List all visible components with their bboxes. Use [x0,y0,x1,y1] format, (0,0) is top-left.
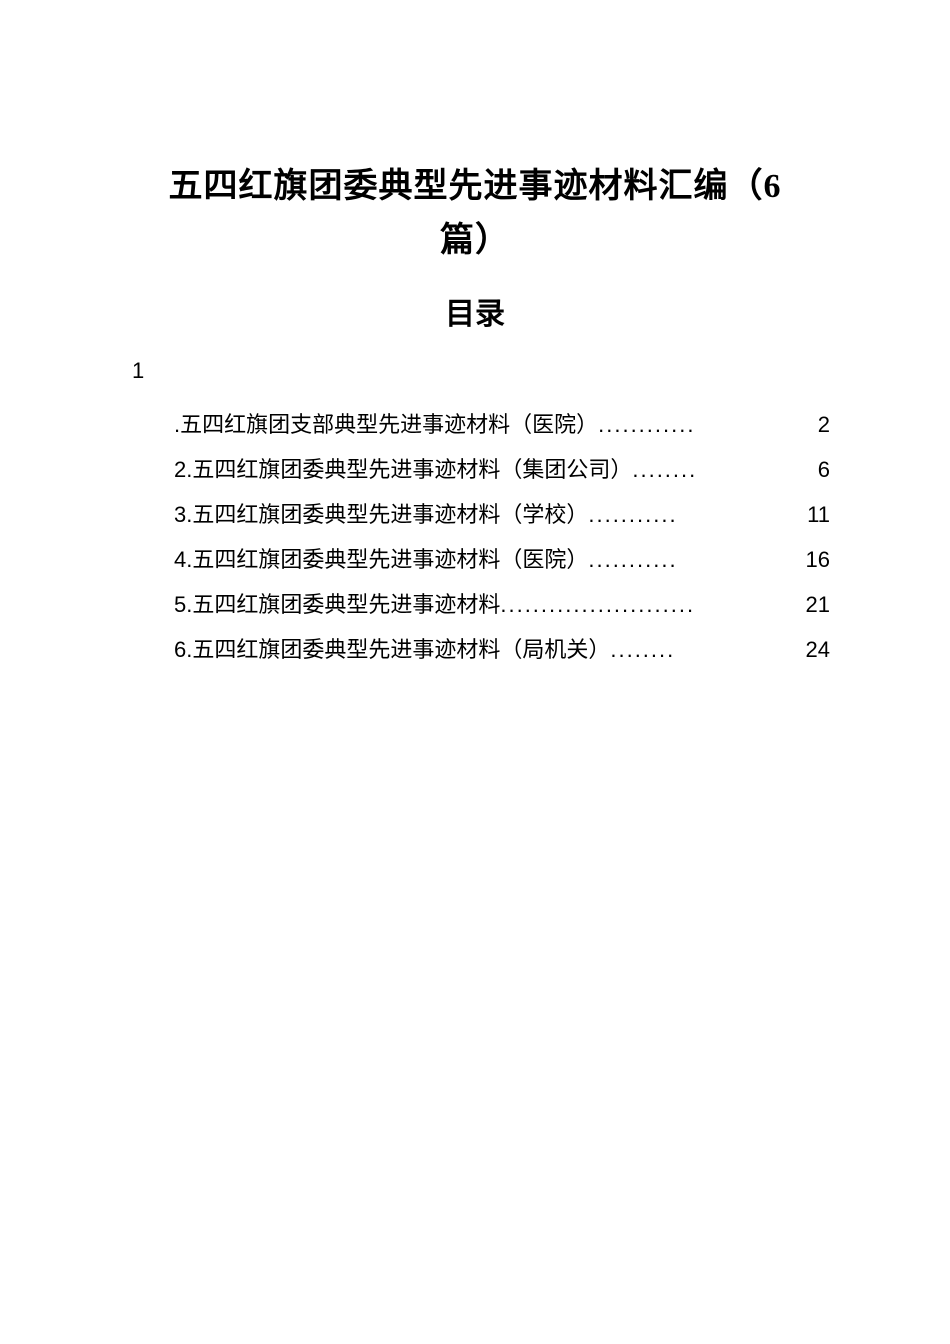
toc-item-page: 21 [806,582,830,627]
toc-item-dots: ........... [588,537,805,582]
toc-item-dots: ........... [588,492,807,537]
toc-item-dots: ........ [610,627,805,672]
toc-item-page: 16 [806,537,830,582]
toc-item-label: 2.五四红旗团委典型先进事迹材料（集团公司） [174,447,632,492]
toc-item-label: 3.五四红旗团委典型先进事迹材料（学校） [174,492,588,537]
toc-item-page: 24 [806,627,830,672]
toc-item: 2.五四红旗团委典型先进事迹材料（集团公司） ........ 6 [174,447,830,492]
toc-item-dots: ........................ [500,582,805,627]
toc-item: 3.五四红旗团委典型先进事迹材料（学校） ........... 11 [174,492,830,537]
toc-leading-number: 1 [132,358,830,384]
toc-item: 5.五四红旗团委典型先进事迹材料 .......................… [174,582,830,627]
toc-item-page: 6 [818,447,830,492]
title-line-2: 篇） [440,222,510,259]
toc-heading: 目录 [120,289,830,333]
toc-item-label: 6.五四红旗团委典型先进事迹材料（局机关） [174,627,610,672]
toc-list: .五四红旗团支部典型先进事迹材料（医院） ............ 2 2.五四… [132,402,830,673]
toc-item-page: 11 [807,492,830,537]
toc-item-label: 4.五四红旗团委典型先进事迹材料（医院） [174,537,588,582]
title-line-1: 五四红旗团委典型先进事迹材料汇编（6 [169,168,782,205]
toc-item: 4.五四红旗团委典型先进事迹材料（医院） ........... 16 [174,537,830,582]
toc-item-label: .五四红旗团支部典型先进事迹材料（医院） [174,402,598,447]
toc-wrapper: 1 .五四红旗团支部典型先进事迹材料（医院） ............ 2 2.… [120,358,830,673]
toc-item-page: 2 [818,402,830,447]
toc-item: 6.五四红旗团委典型先进事迹材料（局机关） ........ 24 [174,627,830,672]
toc-item: .五四红旗团支部典型先进事迹材料（医院） ............ 2 [174,402,830,447]
toc-item-dots: ............ [598,402,818,447]
document-title: 五四红旗团委典型先进事迹材料汇编（6 篇） [120,160,830,269]
toc-item-label: 5.五四红旗团委典型先进事迹材料 [174,582,500,627]
toc-item-dots: ........ [632,447,817,492]
